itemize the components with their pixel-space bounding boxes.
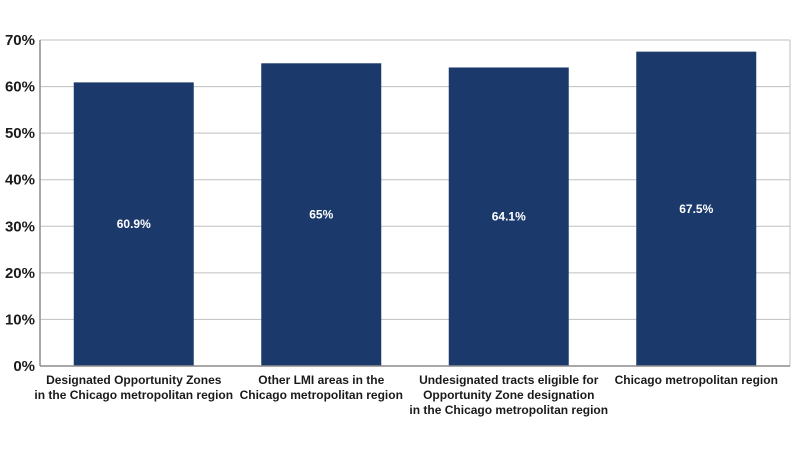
y-tick-label: 70%	[5, 32, 35, 49]
bar	[636, 51, 757, 367]
y-tick-label: 50%	[5, 125, 35, 142]
y-tick-label: 20%	[5, 265, 35, 282]
category-label-line: Undesignated tracts eligible for	[419, 373, 599, 387]
y-tick-label: 30%	[5, 218, 35, 235]
category-label: Other LMI areas in the Chicago metropolit…	[240, 373, 403, 402]
category-label-line: in the Chicago metropolitan region	[34, 388, 233, 402]
category-labels: Designated Opportunity Zones in the Chica…	[34, 373, 778, 417]
bars	[73, 51, 757, 367]
y-tick-label: 0%	[13, 358, 35, 375]
bar	[261, 63, 382, 367]
category-label: Undesignated tracts eligible for Opportun…	[409, 373, 608, 417]
data-label: 65%	[309, 208, 333, 222]
data-labels: 60.9% 65% 64.1% 67.5%	[117, 202, 714, 231]
data-label: 60.9%	[117, 217, 151, 231]
y-tick-label: 60%	[5, 79, 35, 96]
category-label-line: in the Chicago metropolitan region	[409, 403, 608, 417]
plot-frame	[39, 40, 791, 367]
category-label-line: Chicago metropolitan region	[240, 388, 403, 402]
data-label: 67.5%	[679, 202, 713, 216]
y-tick-label: 10%	[5, 311, 35, 328]
y-tick-label: 40%	[5, 172, 35, 189]
category-label-line: Opportunity Zone designation	[423, 388, 594, 402]
y-axis-ticks: 0% 10% 20% 30% 40% 50% 60% 70%	[5, 32, 35, 375]
category-label: Designated Opportunity Zones in the Chica…	[34, 373, 233, 402]
category-label-line: Other LMI areas in the	[258, 373, 384, 387]
bar	[73, 82, 194, 366]
category-label-line: Chicago metropolitan region	[615, 373, 778, 387]
category-label: Chicago metropolitan region	[615, 373, 778, 387]
data-label: 64.1%	[492, 210, 526, 224]
bar	[448, 67, 569, 366]
category-label-line: Designated Opportunity Zones	[46, 373, 222, 387]
